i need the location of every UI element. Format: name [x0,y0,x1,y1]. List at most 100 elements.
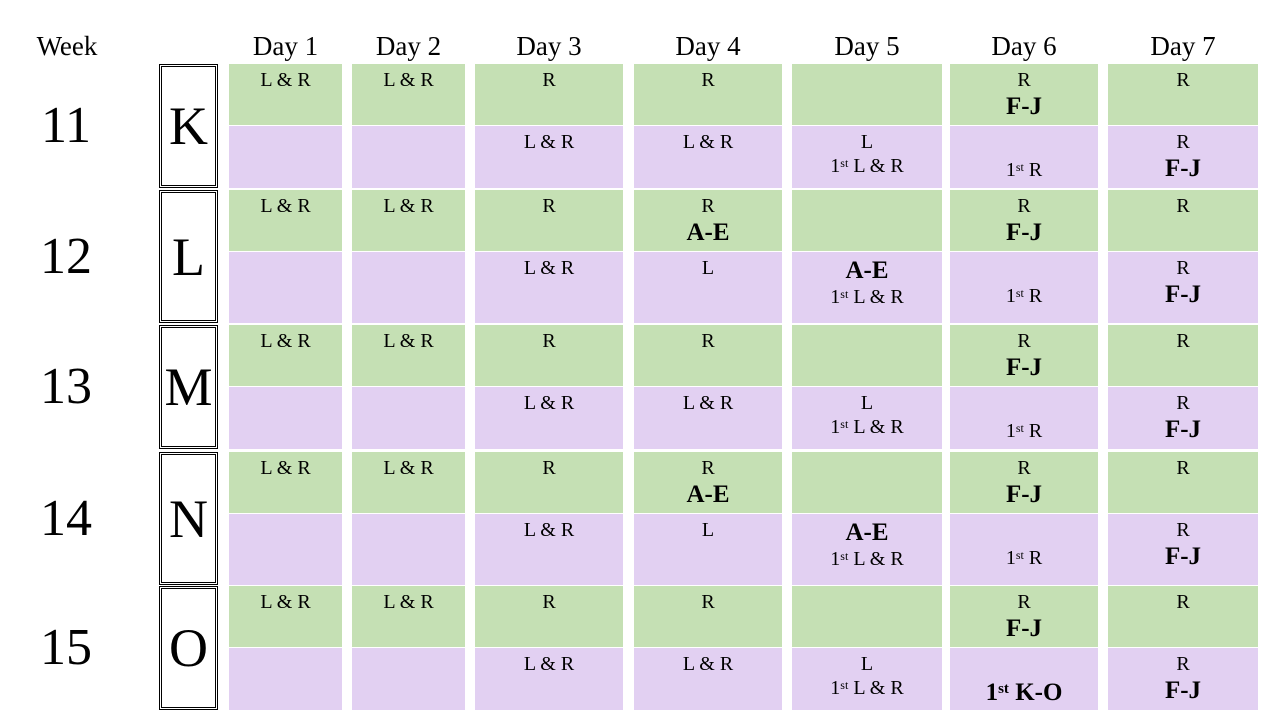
schedule-cell-top [792,452,942,513]
schedule-cell-top: R A-E [634,190,782,251]
schedule-cell-top: L & R [352,452,465,513]
cell-text: R [542,457,556,479]
cell-ordinal-text: 1st L & R [830,416,904,438]
schedule-cell-bottom: 1st K-O [950,648,1098,710]
schedule-cell-top: R [1108,586,1258,647]
schedule-cell-bottom: L & R [634,648,782,710]
week-letter: K [159,64,218,188]
cell-text: R [1176,392,1190,414]
cell-bold-text: F-J [1164,155,1202,182]
ordinal-suffix: st [840,155,849,170]
schedule-cell-bottom: L & R [475,252,623,323]
schedule-cell-bottom: R F-J [1108,387,1258,449]
cell-ordinal-text: 1st L & R [830,286,904,308]
schedule-cell-bottom [229,387,342,449]
schedule-cell-bottom: L 1st L & R [792,648,942,710]
cell-text: R [1176,519,1190,541]
schedule-cell-top: R F-J [950,190,1098,251]
cell-ordinal-text: 1st R [1005,420,1043,442]
schedule-cell-bottom: L & R [634,126,782,188]
day-header-3: Day 3 [516,31,582,61]
ordinal-suffix: st [840,548,849,563]
schedule-cell-bottom: R F-J [1108,514,1258,585]
cell-bold-text: F-J [1005,93,1043,120]
cell-text: R [1176,330,1190,352]
schedule-cell-bottom [229,126,342,188]
schedule-cell-top: L & R [352,325,465,386]
cell-text: L & R [523,257,575,279]
ordinal-suffix: st [1015,420,1024,435]
schedule-cell-bottom: 1st R [950,514,1098,585]
schedule-cell-bottom [352,514,465,585]
schedule-cell-bottom: L 1st L & R [792,387,942,449]
ordinal-suffix: st [998,681,1009,698]
schedule-cell-bottom [352,252,465,323]
cell-text: R [701,195,715,217]
cell-text: R [1017,69,1031,91]
schedule-cell-bottom: L & R [475,387,623,449]
schedule-cell-top: R [1108,452,1258,513]
schedule-cell-top: R [1108,325,1258,386]
cell-bold-text: F-J [1164,543,1202,570]
schedule-cell-top: R [1108,190,1258,251]
cell-bold-text: F-J [1005,615,1043,642]
week-letter: O [159,586,218,710]
schedule-cell-top: R [634,586,782,647]
ordinal-suffix: st [1015,159,1024,174]
week-letter: N [159,452,218,585]
cell-text: L [860,653,874,675]
cell-text: L & R [260,330,311,352]
cell-bold-text: A-E [686,481,730,508]
schedule-cell-top: R F-J [950,452,1098,513]
cell-text: L [701,257,715,279]
schedule-cell-bottom: L [634,514,782,585]
schedule-cell-bottom: L & R [475,648,623,710]
week-number: 12 [40,227,92,285]
schedule-cell-top: L & R [352,64,465,125]
ordinal-suffix: st [1015,547,1024,562]
schedule-cell-bottom: A-E 1st L & R [792,252,942,323]
ordinal-suffix: st [840,416,849,431]
cell-ordinal-text: 1st R [1005,285,1043,307]
cell-ordinal-text: 1st L & R [830,677,904,699]
cell-bold-text: F-J [1164,281,1202,308]
schedule-cell-bottom: L & R [475,126,623,188]
cell-text: R [701,69,715,91]
cell-text: L & R [383,457,434,479]
cell-text: L & R [260,69,311,91]
cell-text: R [701,591,715,613]
cell-text: L & R [383,330,434,352]
cell-text: L & R [682,653,734,675]
schedule-cell-top: L & R [229,64,342,125]
cell-text: L & R [682,131,734,153]
cell-text: L & R [682,392,734,414]
schedule-cell-bottom: R F-J [1108,648,1258,710]
schedule-cell-top: R A-E [634,452,782,513]
cell-text: R [1017,457,1031,479]
schedule-cell-bottom [229,648,342,710]
cell-text: R [1176,131,1190,153]
cell-bold-text: A-E [686,219,730,246]
schedule-cell-bottom: 1st R [950,252,1098,323]
schedule-cell-top [792,190,942,251]
schedule-cell-top: R [475,64,623,125]
cell-text: R [1176,457,1190,479]
cell-text: L [860,392,874,414]
cell-text: R [1176,195,1190,217]
cell-text: L & R [523,519,575,541]
schedule-cell-bottom: L & R [634,387,782,449]
schedule-cell-bottom: L & R [475,514,623,585]
schedule-cell-top: L & R [352,190,465,251]
cell-text: L & R [383,195,434,217]
schedule-cell-top: L & R [229,190,342,251]
schedule-cell-top: R [475,586,623,647]
ordinal-suffix: st [840,286,849,301]
schedule-cell-top: L & R [229,586,342,647]
cell-text: R [542,330,556,352]
cell-ordinal-text: 1st L & R [830,548,904,570]
week-number: 13 [40,358,92,415]
week-header-label: Week [36,31,98,61]
cell-text: L & R [523,392,575,414]
cell-text: R [542,591,556,613]
schedule-cell-bottom [229,252,342,323]
